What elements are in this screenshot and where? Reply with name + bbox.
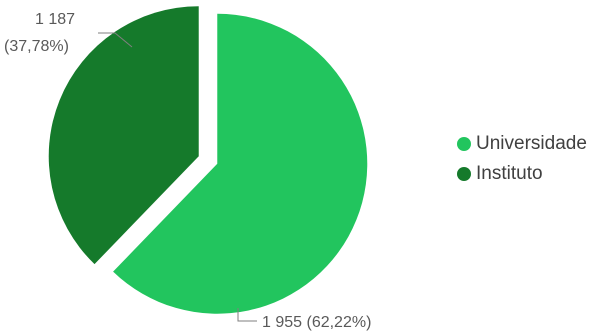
data-label-instituto-value: 1 187 bbox=[35, 11, 75, 28]
data-label-instituto-percent-value: 37,78% bbox=[9, 38, 63, 55]
leader-line-instituto bbox=[98, 32, 133, 48]
data-label-universidade: 1 955 (62,22%) bbox=[262, 314, 371, 331]
legend-item-instituto: Instituto bbox=[457, 163, 587, 185]
legend-label-universidade: Universidade bbox=[476, 133, 587, 154]
legend-item-universidade: Universidade bbox=[457, 133, 587, 155]
legend-swatch-universidade bbox=[457, 137, 471, 151]
pie-slice-instituto bbox=[48, 6, 199, 265]
pie-slice-universidade bbox=[113, 13, 368, 314]
data-label-instituto-percent: (37,78%) bbox=[4, 38, 69, 55]
leader-line-universidade bbox=[237, 308, 257, 322]
pie-slices bbox=[48, 6, 368, 314]
chart-legend: Universidade Instituto bbox=[457, 133, 587, 193]
legend-swatch-instituto bbox=[457, 167, 471, 181]
legend-label-instituto: Instituto bbox=[476, 163, 543, 184]
